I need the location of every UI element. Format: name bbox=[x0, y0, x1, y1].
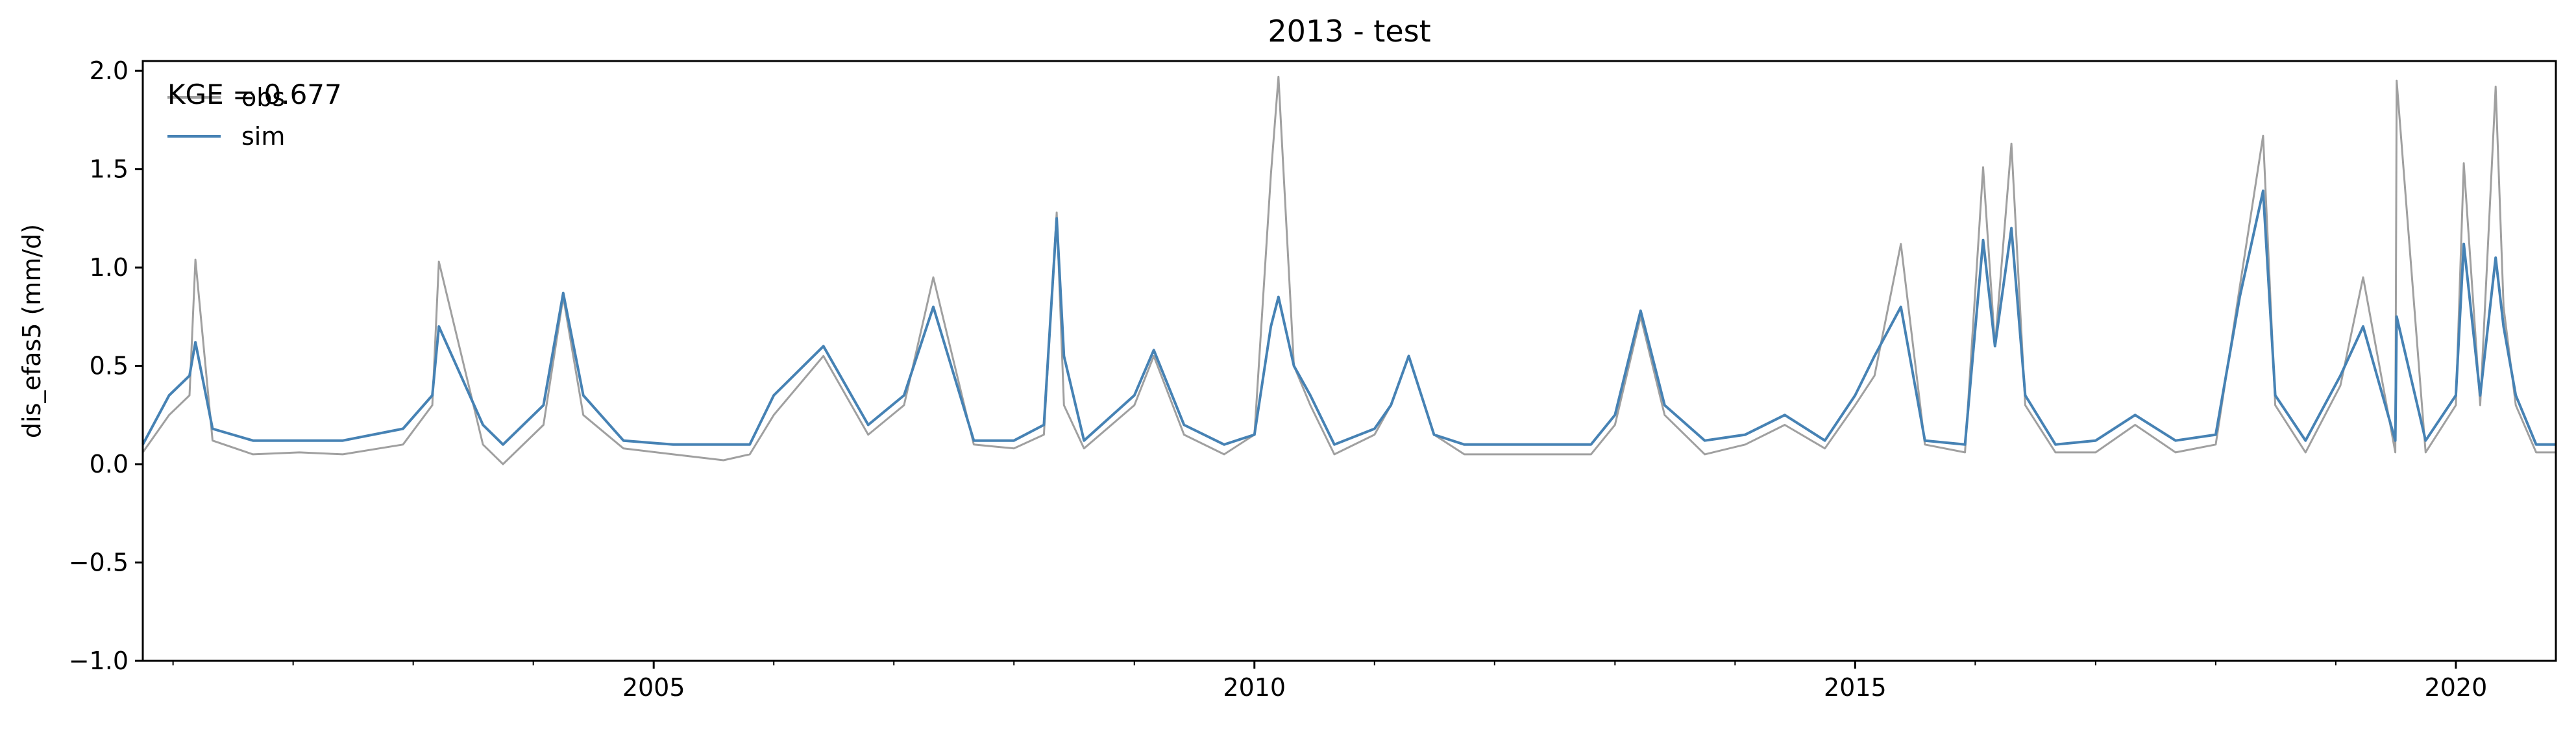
series-layer bbox=[141, 75, 2556, 465]
legend-label-sim: sim bbox=[241, 122, 285, 151]
y-tick-label: −0.5 bbox=[69, 549, 129, 577]
y-tick-label: 0.5 bbox=[90, 352, 129, 380]
chart-title: 2013 - test bbox=[1268, 14, 1430, 49]
series-line-obs bbox=[141, 75, 2556, 465]
x-tick-label: 2015 bbox=[1824, 673, 1887, 702]
y-tick-label: 1.0 bbox=[90, 253, 129, 282]
x-tick-label: 2020 bbox=[2425, 673, 2488, 702]
y-axis-label: dis_efas5 (mm/d) bbox=[18, 224, 46, 438]
plot-frame bbox=[141, 60, 2557, 662]
axis-layer: −1.0 −0.5 0.0 0.5 1.0 1.5 2.0 2005 2010 2015 2020 bbox=[69, 56, 2488, 702]
legend-label-obs: obs bbox=[241, 83, 285, 112]
y-tick-label: 0.0 bbox=[90, 450, 129, 478]
series-line-sim bbox=[141, 189, 2556, 446]
y-tick-label: 1.5 bbox=[90, 155, 129, 184]
x-tick-label: 2010 bbox=[1223, 673, 1286, 702]
legend: obs sim bbox=[167, 83, 285, 151]
kge-annotation: KGE = 0.677 bbox=[167, 79, 342, 110]
y-tick-label: 2.0 bbox=[90, 56, 129, 85]
y-tick-label: −1.0 bbox=[69, 647, 129, 675]
x-tick-label: 2005 bbox=[622, 673, 685, 702]
